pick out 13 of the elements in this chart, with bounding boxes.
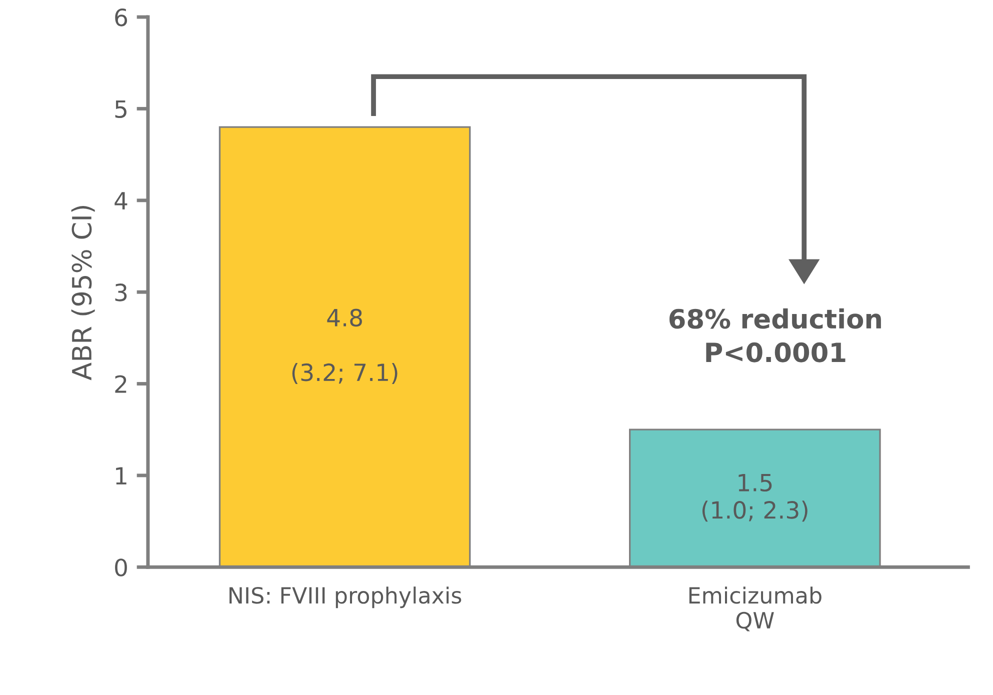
annotation: 68% reduction P<0.0001 xyxy=(669,308,881,362)
y-tick-label: 5 xyxy=(115,100,126,118)
y-tick-label: 6 xyxy=(115,8,128,26)
x-tick-label: Emicizumab QW xyxy=(689,586,822,632)
y-tick-label: 1 xyxy=(116,467,126,484)
y-tick-label: 4 xyxy=(114,192,128,210)
y-axis-title: ABR (95% CI) xyxy=(71,206,95,380)
data-label: 1.5 (1.0; 2.3) xyxy=(702,474,808,522)
x-tick-label: NIS: FVIII prophylaxis xyxy=(230,586,462,608)
y-tick-label: 2 xyxy=(115,375,126,393)
y-tick-label: 3 xyxy=(115,284,127,302)
text: 4.8 (3.2; 7.1) xyxy=(292,308,398,384)
y-tick-label: 0 xyxy=(115,558,127,576)
